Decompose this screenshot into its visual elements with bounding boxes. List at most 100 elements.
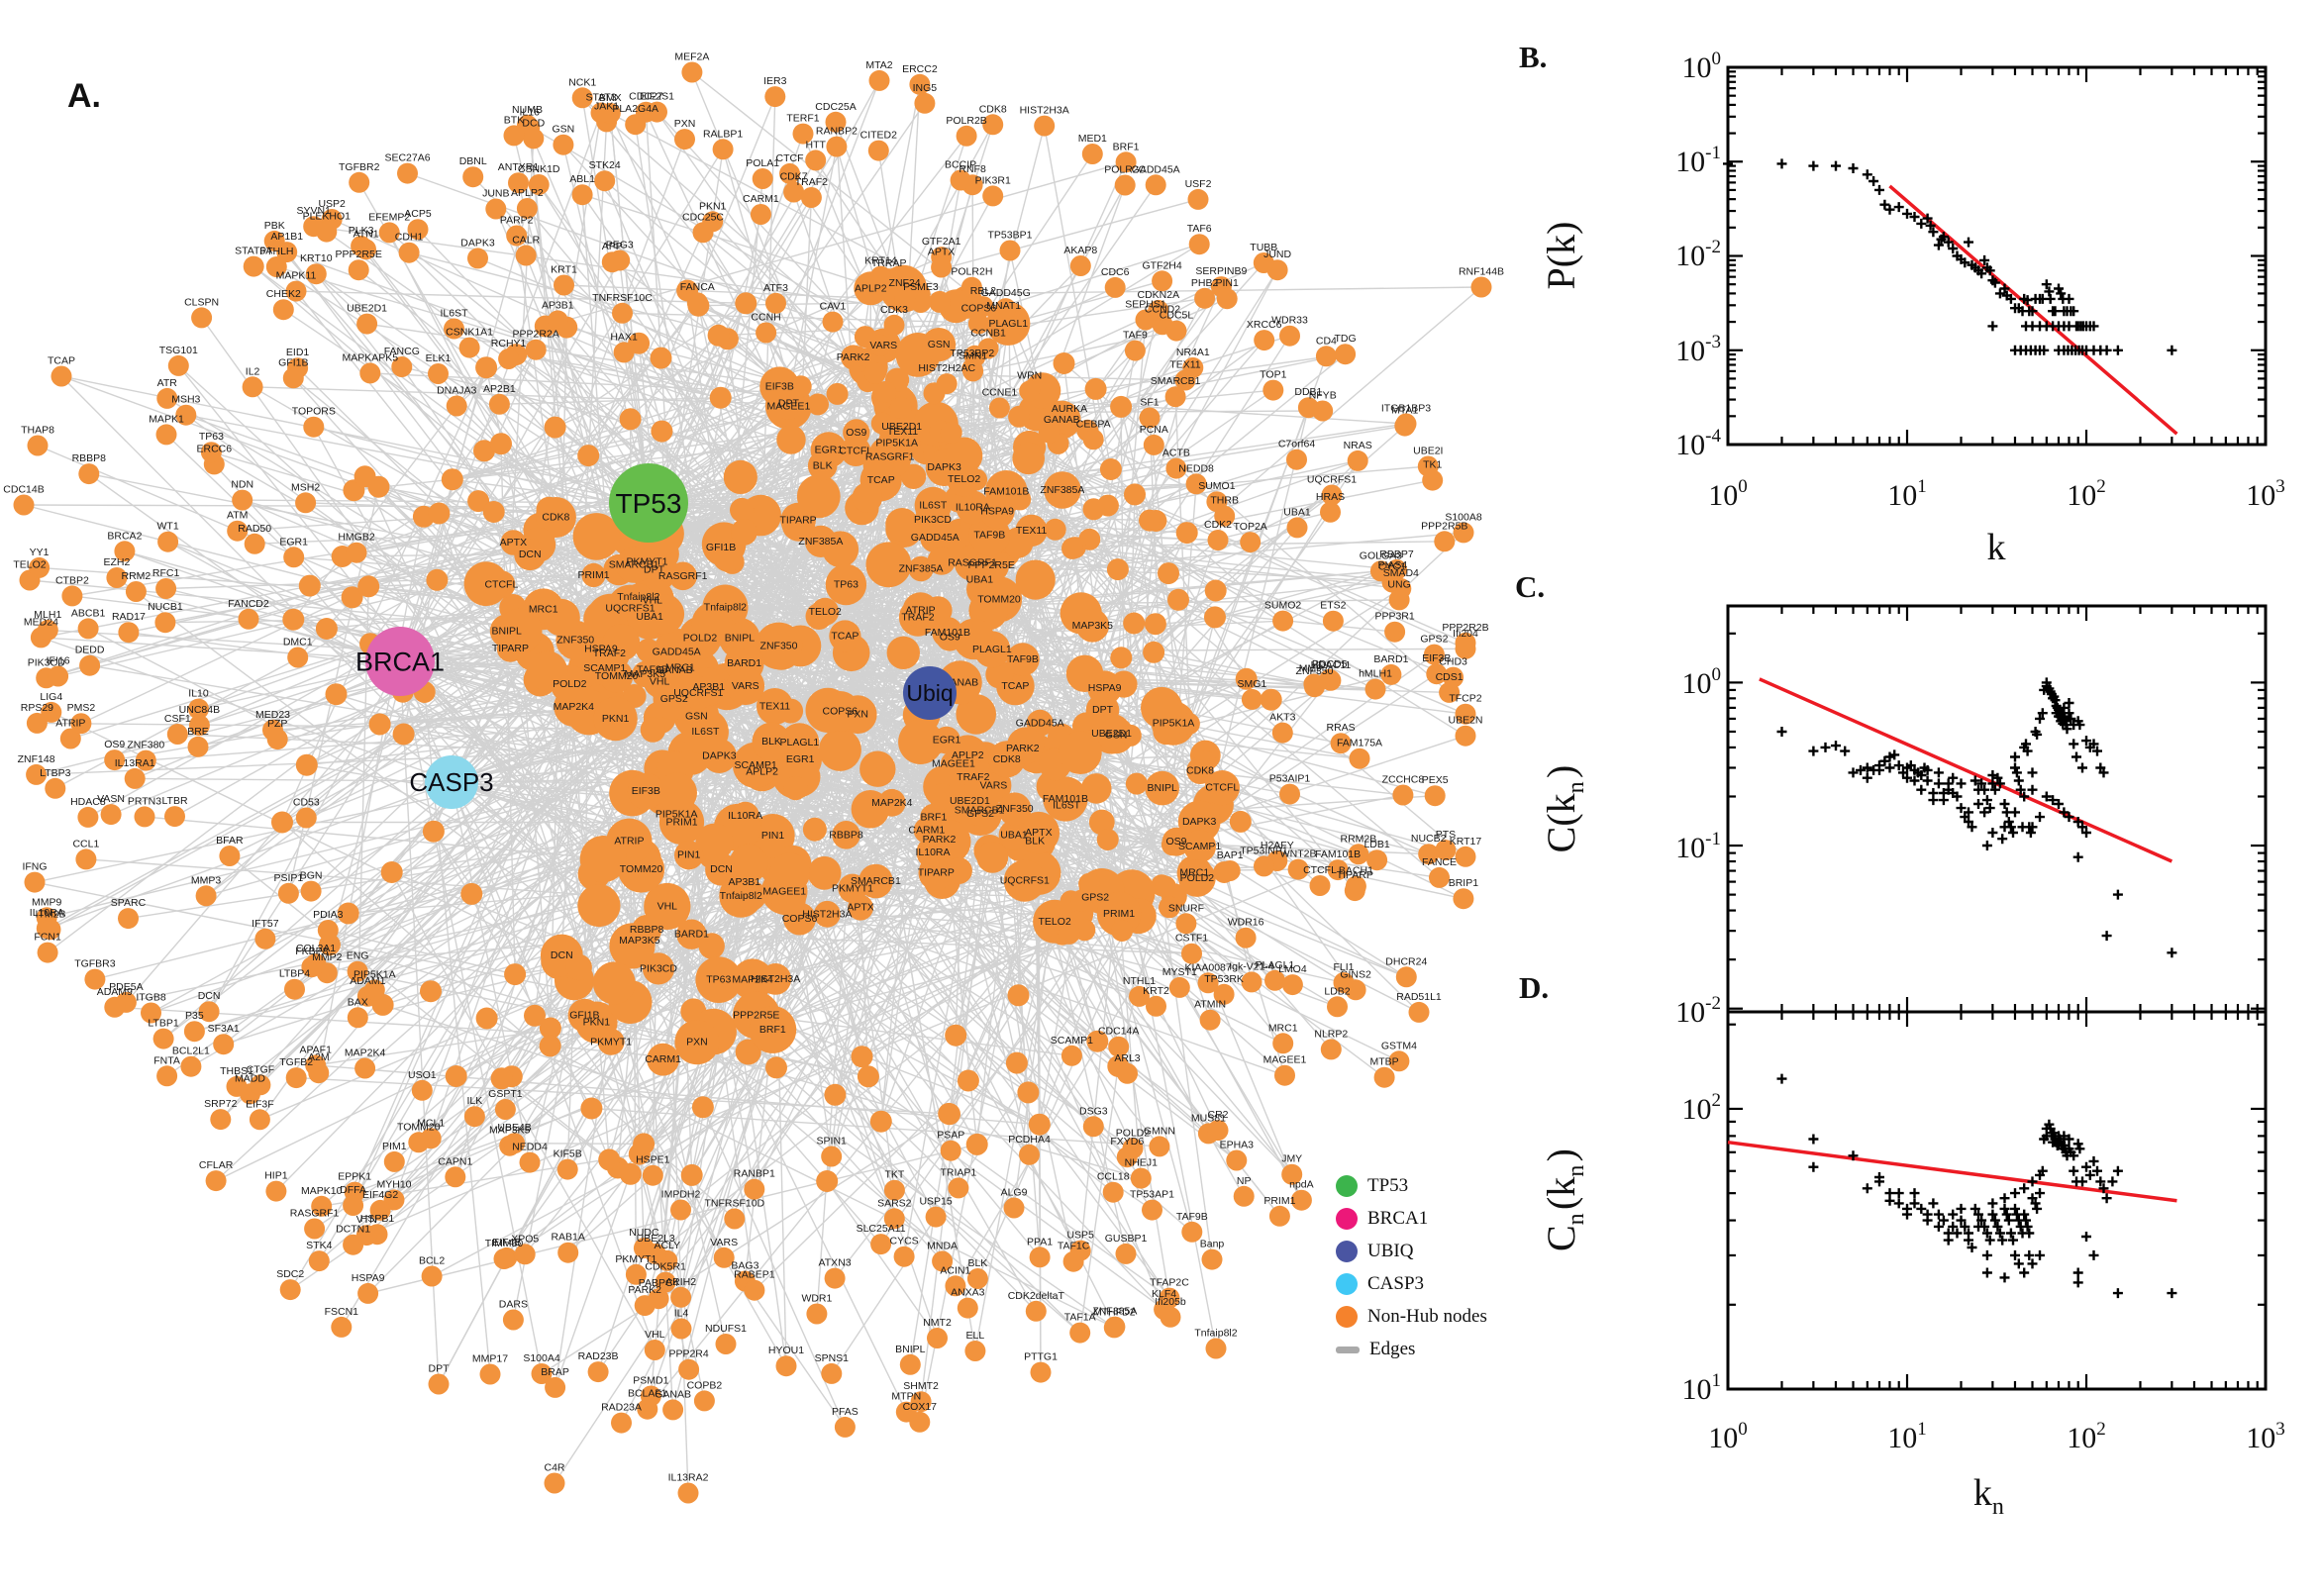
svg-text:BLK: BLK: [1025, 836, 1045, 848]
svg-text:PLAGL1: PLAGL1: [972, 644, 1012, 655]
svg-text:HMGB2: HMGB2: [338, 532, 375, 544]
svg-text:BRE: BRE: [187, 726, 209, 738]
svg-text:ZCCHC8: ZCCHC8: [1382, 774, 1425, 786]
svg-text:EFEMP2: EFEMP2: [368, 211, 410, 223]
svg-text:PARK2: PARK2: [923, 834, 957, 846]
svg-text:BNIPL: BNIPL: [492, 625, 523, 637]
svg-text:ING5: ING5: [913, 82, 938, 94]
svg-text:NTHL1: NTHL1: [1123, 975, 1156, 987]
svg-text:POLA1: POLA1: [746, 157, 779, 169]
svg-text:ITM2B: ITM2B: [36, 908, 66, 920]
svg-text:BCL2L1: BCL2L1: [172, 1046, 210, 1057]
svg-text:BLK: BLK: [813, 459, 833, 471]
svg-text:AKAP8: AKAP8: [1063, 245, 1097, 256]
legend-item-label: Non-Hub nodes: [1367, 1306, 1487, 1327]
svg-text:FANCG: FANCG: [384, 346, 420, 357]
svg-text:NR4A1: NR4A1: [1176, 347, 1210, 358]
svg-text:DSG3: DSG3: [1079, 1105, 1108, 1117]
svg-text:TRAF2: TRAF2: [957, 771, 989, 783]
svg-text:IL10RA: IL10RA: [956, 501, 990, 513]
svg-text:IL13RA2: IL13RA2: [668, 1472, 709, 1484]
svg-text:MNDA: MNDA: [927, 1240, 958, 1251]
svg-text:102: 102: [2067, 476, 2106, 512]
svg-text:ELL: ELL: [966, 1330, 985, 1342]
svg-text:GMNN: GMNN: [1144, 1125, 1175, 1137]
svg-text:GTF2H4: GTF2H4: [1142, 259, 1181, 271]
svg-text:ZNF385A: ZNF385A: [1040, 484, 1084, 496]
svg-text:S100A8: S100A8: [1445, 511, 1482, 523]
svg-text:PKMYT1: PKMYT1: [626, 556, 667, 568]
svg-text:P53AIP1: P53AIP1: [1269, 773, 1311, 785]
svg-text:ZNF380: ZNF380: [127, 740, 164, 751]
svg-text:PIP5K1A: PIP5K1A: [1153, 718, 1195, 730]
y-axis-label-c: C(kn ): [1539, 765, 1589, 853]
svg-text:IMPDH2: IMPDH2: [661, 1189, 701, 1201]
svg-text:TOPORS: TOPORS: [292, 406, 336, 418]
svg-text:PABPC4: PABPC4: [639, 1277, 679, 1289]
panel-a-letter: A.: [67, 77, 101, 115]
svg-text:10-2: 10-2: [1675, 993, 1721, 1029]
svg-text:KIF5B: KIF5B: [554, 1148, 582, 1160]
svg-text:NRAS: NRAS: [1344, 440, 1372, 451]
svg-text:LTBP1: LTBP1: [148, 1018, 178, 1030]
svg-text:NUCB1: NUCB1: [148, 601, 183, 613]
svg-text:GPS2: GPS2: [1081, 891, 1109, 903]
svg-text:MCL1: MCL1: [417, 1117, 445, 1129]
svg-text:ENG: ENG: [347, 950, 369, 962]
svg-text:TOMM20: TOMM20: [595, 670, 639, 682]
svg-text:UBE2N: UBE2N: [1448, 715, 1482, 727]
svg-text:ACLY: ACLY: [654, 1240, 680, 1251]
svg-text:CTCFL: CTCFL: [484, 578, 518, 590]
svg-text:GSN: GSN: [553, 124, 575, 136]
svg-text:PKN1: PKN1: [602, 713, 630, 725]
svg-text:BGN: BGN: [300, 870, 323, 882]
svg-text:TRAF2: TRAF2: [901, 612, 934, 624]
svg-text:100: 100: [1708, 1419, 1748, 1454]
svg-text:RBL2: RBL2: [970, 285, 996, 297]
svg-text:HDAC11: HDAC11: [1311, 659, 1352, 671]
svg-text:HIP1: HIP1: [264, 1170, 288, 1182]
svg-text:STAT5A: STAT5A: [235, 246, 272, 257]
svg-text:UBA1: UBA1: [1283, 506, 1311, 518]
svg-text:HSPA9: HSPA9: [980, 505, 1014, 517]
svg-text:hMLH1: hMLH1: [1359, 668, 1392, 680]
svg-text:TELO2: TELO2: [809, 606, 842, 618]
svg-text:APAF1: APAF1: [299, 1044, 332, 1055]
panel-d-plot: 102 101 100 101 102 103 kn Cn (kn ): [1539, 1010, 2285, 1520]
svg-text:TAF9B: TAF9B: [637, 664, 668, 676]
svg-text:PLAGL1: PLAGL1: [1256, 959, 1295, 971]
svg-text:CARM1: CARM1: [908, 825, 945, 837]
svg-text:UBE2D1: UBE2D1: [1091, 728, 1132, 740]
svg-text:KRT14: KRT14: [864, 255, 897, 267]
svg-text:CFLAR: CFLAR: [199, 1159, 234, 1171]
svg-text:TP53INP1: TP53INP1: [1240, 845, 1288, 856]
svg-text:CCL18: CCL18: [1097, 1171, 1130, 1183]
svg-text:RANBP2: RANBP2: [816, 126, 858, 138]
svg-text:UBA1: UBA1: [966, 574, 994, 586]
svg-text:POLR2H: POLR2H: [951, 266, 992, 278]
svg-text:FSCN1: FSCN1: [325, 1306, 359, 1318]
svg-text:MRC1: MRC1: [1179, 867, 1209, 879]
svg-text:TIPARP: TIPARP: [918, 867, 955, 879]
svg-text:ATR: ATR: [157, 377, 178, 389]
svg-text:IL16: IL16: [519, 106, 540, 118]
svg-text:PPA1: PPA1: [1027, 1236, 1053, 1247]
svg-text:UBE2D1: UBE2D1: [950, 795, 990, 807]
svg-text:PPP2R2A: PPP2R2A: [513, 329, 559, 341]
panel-c-plot: 100 10-1 10-2 C(kn ): [1539, 604, 2268, 1029]
svg-text:MEF2A: MEF2A: [674, 51, 709, 63]
svg-text:NUCB2: NUCB2: [1411, 833, 1447, 845]
svg-text:CDK2deltaT: CDK2deltaT: [1008, 1290, 1065, 1302]
svg-text:SF1: SF1: [1140, 397, 1159, 409]
svg-text:TAF9B: TAF9B: [973, 530, 1005, 542]
svg-text:AP2B1: AP2B1: [483, 383, 516, 395]
svg-text:CSNK1D: CSNK1D: [518, 163, 560, 175]
svg-text:ANXA3: ANXA3: [951, 1287, 985, 1299]
svg-text:DHCR24: DHCR24: [1385, 955, 1427, 967]
svg-text:BRF1: BRF1: [759, 1024, 786, 1036]
panel-b-plot: 100 10-1 10-2 10-3 10-4 100 101 102 103 k P(k): [1539, 49, 2285, 568]
svg-text:BNIPL: BNIPL: [895, 1344, 926, 1355]
svg-text:TP63: TP63: [706, 974, 731, 986]
svg-text:PPP2R5B: PPP2R5B: [1421, 520, 1467, 532]
svg-text:C4R: C4R: [544, 1462, 564, 1474]
